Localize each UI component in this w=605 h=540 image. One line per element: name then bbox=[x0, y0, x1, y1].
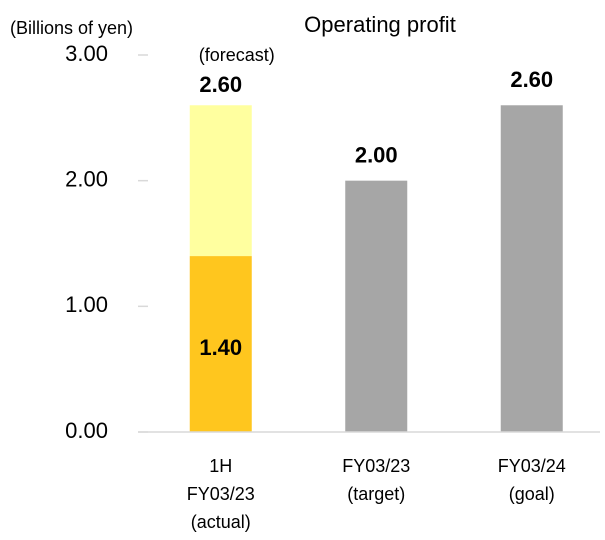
bar-segment bbox=[345, 180, 408, 432]
y-tick-label: 1.00 bbox=[65, 292, 108, 317]
x-tick-label: (target) bbox=[347, 484, 405, 504]
data-label: 2.00 bbox=[355, 142, 398, 167]
y-axis-label: (Billions of yen) bbox=[10, 18, 133, 38]
y-tick-label: 3.00 bbox=[65, 41, 108, 66]
x-tick-label: (goal) bbox=[509, 484, 555, 504]
bar-segment bbox=[500, 105, 563, 433]
data-label: 1.40 bbox=[199, 335, 242, 360]
bar-segment bbox=[189, 256, 252, 432]
x-tick-label: FY03/23 bbox=[187, 484, 255, 504]
series-name: (forecast) bbox=[199, 45, 275, 65]
total-label: 2.60 bbox=[199, 72, 242, 97]
bar-segment bbox=[189, 105, 252, 257]
x-tick-label: 1H bbox=[209, 456, 232, 476]
chart-title: Operating profit bbox=[304, 12, 456, 37]
x-tick-label: FY03/23 bbox=[342, 456, 410, 476]
x-tick-label: FY03/24 bbox=[498, 456, 566, 476]
data-label: 2.60 bbox=[510, 67, 553, 92]
y-tick-label: 2.00 bbox=[65, 166, 108, 191]
x-tick-label: (actual) bbox=[191, 512, 251, 532]
y-tick-label: 0.00 bbox=[65, 418, 108, 443]
